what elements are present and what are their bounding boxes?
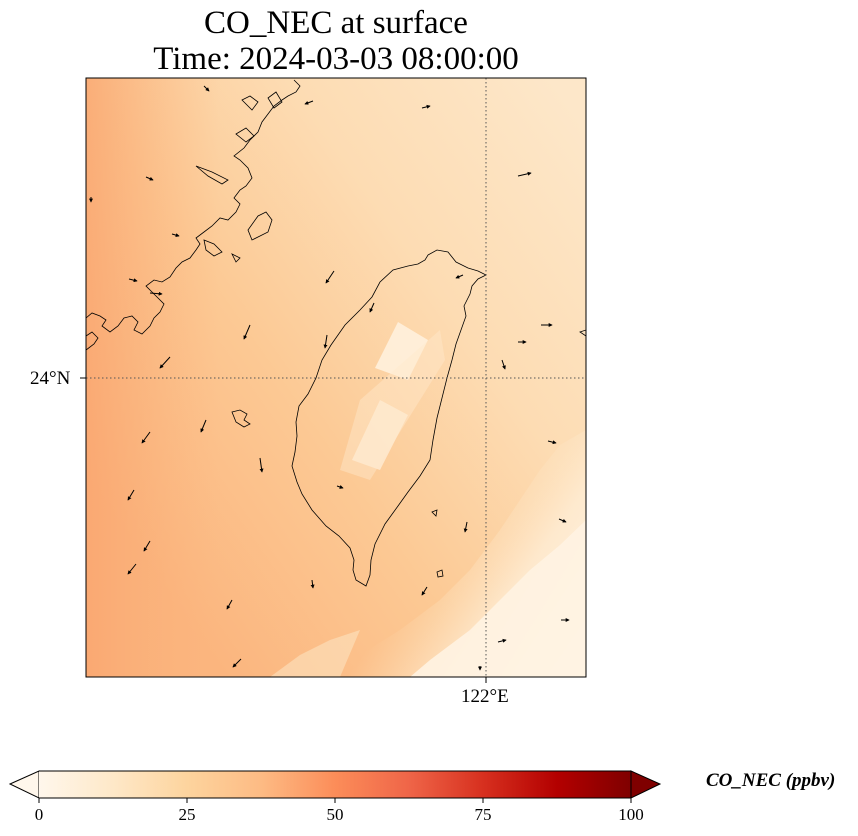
- wind-vector: [203, 85, 210, 92]
- chart-title-line-1: CO_NEC at surface: [204, 5, 468, 41]
- colorbar: [8, 770, 662, 803]
- wind-vector: [547, 440, 557, 445]
- chart-title-line-2: Time: 2024-03-03 08:00:00: [153, 41, 519, 77]
- colorbar-tick-label: 75: [474, 805, 492, 824]
- wind-vector: [336, 485, 344, 489]
- wind-vector: [171, 233, 180, 238]
- wind-vector: [127, 563, 137, 575]
- wind-vector: [325, 270, 335, 284]
- colorbar-tick-label: 0: [34, 805, 44, 824]
- wind-vector: [127, 489, 135, 501]
- wind-vector: [226, 599, 233, 610]
- longitude-tick-label: 122°E: [461, 686, 509, 707]
- wind-vector: [149, 291, 163, 296]
- wind-vector: [128, 278, 138, 283]
- wind-vector: [421, 586, 428, 596]
- wind-vector: [145, 176, 154, 181]
- wind-vector: [421, 104, 431, 109]
- wind-vector: [501, 359, 506, 370]
- wind-vector: [310, 579, 315, 589]
- wind-vector: [558, 518, 567, 523]
- penghu-islands: [231, 409, 251, 428]
- colorbar-ticks: [38, 798, 632, 803]
- gridlines: [86, 78, 586, 677]
- coastlines: [86, 79, 586, 587]
- latitude-tick-label: 24°N: [30, 368, 71, 389]
- wind-vector: [159, 356, 171, 369]
- wind-vector: [517, 171, 532, 177]
- wind-vector: [141, 431, 151, 444]
- wind-vector: [455, 274, 464, 279]
- colorbar-max-extend: [630, 770, 662, 799]
- map-frame: [85, 77, 587, 678]
- map-panel: [80, 77, 587, 683]
- colorbar-label: CO_NEC (ppbv): [706, 770, 836, 791]
- wind-vector: [323, 334, 328, 349]
- colorbar-tick-label: 25: [178, 805, 196, 824]
- taiwan-coastline: [291, 249, 487, 587]
- wind-vector: [369, 302, 375, 313]
- axis-ticks: [80, 377, 487, 683]
- colorbar-min-extend: [8, 770, 40, 799]
- wind-vector: [497, 638, 507, 643]
- wind-vector: [463, 521, 468, 533]
- wind-vector: [200, 419, 207, 433]
- wind-vector: [232, 658, 242, 668]
- colorbar-gradient: [39, 771, 631, 798]
- wind-vector: [143, 540, 151, 552]
- wind-vector: [304, 100, 314, 105]
- wind-vector: [259, 457, 264, 473]
- colorbar-tick-label: 50: [326, 805, 344, 824]
- wind-vectors: [89, 85, 570, 671]
- colorbar-tick-label: 100: [618, 805, 644, 824]
- wind-vector: [243, 324, 251, 340]
